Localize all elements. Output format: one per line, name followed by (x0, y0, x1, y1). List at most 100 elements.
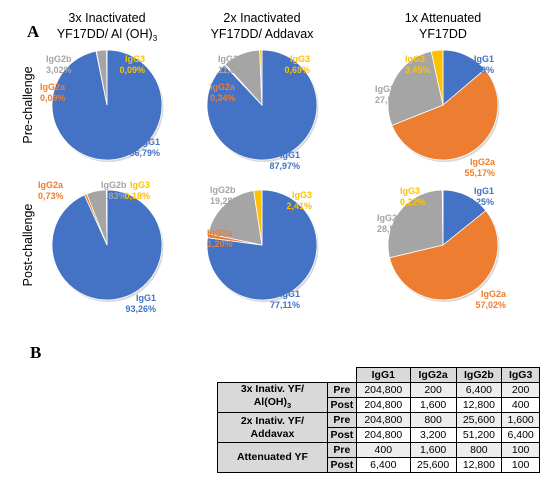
slice-category-label: IgG1 (136, 293, 156, 303)
slice-category-label: IgG2b (375, 84, 401, 94)
pie-slice-igg2b (387, 189, 444, 259)
row-label: Post-challenge (21, 204, 35, 287)
table-cell: 400 (501, 397, 540, 414)
slice-category-label: IgG1 (280, 150, 300, 160)
slice-value-label: 0,34% (210, 93, 236, 103)
pie-chart (387, 189, 500, 302)
slice-category-label: IgG2b (101, 180, 127, 190)
table-cell: 1,600 (409, 397, 457, 414)
slice-category-label: IgG1 (474, 54, 494, 64)
slice-value-label: 96,79% (129, 148, 160, 158)
slice-value-label: 19,28% (210, 196, 241, 206)
pie-slice-igg2a (389, 210, 499, 301)
slice-value-label: 0,73% (38, 191, 64, 201)
column-subtitle: YF17DD (419, 27, 467, 41)
slice-value-label: 3,02% (46, 65, 72, 75)
column-subtitle: YF17DD/ Al (OH)3 (57, 27, 158, 43)
slice-category-label: IgG3 (290, 54, 310, 64)
slice-value-label: 0,22% (400, 197, 426, 207)
table-phase: Pre (326, 442, 357, 459)
table-header-igg2a: IgG2a (409, 367, 457, 383)
table-cell: 12,800 (455, 457, 503, 474)
table-cell: 6,400 (355, 457, 411, 474)
slice-category-label: IgG2b (218, 54, 244, 64)
slice-category-label: IgG2a (40, 82, 66, 92)
slice-value-label: 2,41% (286, 201, 312, 211)
panel-a-label: A (27, 22, 40, 41)
pie-slice-igg2a (391, 68, 499, 161)
table-cell: 1,600 (501, 412, 540, 429)
table-header-igg2b: IgG2b (455, 367, 503, 383)
slice-value-label: 0,69% (284, 65, 310, 75)
table-group-label: 2x Inativ. YF/ Addavax (217, 412, 328, 444)
slice-category-label: IgG2a (470, 157, 496, 167)
slice-value-label: 11,00% (218, 65, 248, 75)
table-phase: Pre (326, 412, 357, 429)
group-name: Attenuated YF (236, 451, 308, 464)
slice-value-label: 13,79% (463, 65, 494, 75)
slice-category-label: IgG3 (292, 190, 312, 200)
table-cell: 800 (409, 412, 457, 429)
slice-category-label: IgG2a (481, 289, 507, 299)
slice-value-label: 14,25% (463, 197, 494, 207)
pie-chart (51, 49, 164, 162)
table-cell: 6,400 (455, 381, 503, 399)
slice-category-label: IgG2a (38, 180, 64, 190)
pie-slice-igg3 (105, 189, 108, 246)
table-row: Post 204,800 1,600 12,800 400 (218, 397, 540, 414)
slice-value-label: 93,26% (125, 304, 156, 314)
table-cell: 204,800 (355, 397, 411, 414)
slice-category-label: IgG2b (46, 54, 72, 64)
table-row: 2x Inativ. YF/ Addavax Pre 204,800 800 2… (217, 412, 540, 444)
slice-value-label: 55,17% (464, 168, 495, 178)
slice-category-label: IgG3 (130, 180, 150, 190)
table-corner (218, 368, 357, 383)
pie-slice-igg3 (430, 49, 444, 106)
column-subtitle: YF17DD/ Addavax (211, 27, 315, 41)
table-cell: 200 (409, 381, 457, 399)
column-title: 3x Inactivated (68, 11, 145, 25)
slice-value-label: 0,09% (119, 65, 145, 75)
slice-value-label: 3,45% (405, 65, 431, 75)
pie-slice-igg3 (441, 189, 444, 246)
pie-slice-igg1 (206, 189, 318, 301)
slice-value-label: 77,11% (270, 300, 300, 310)
slice-value-label: 27,59% (375, 95, 406, 105)
pie-slice-igg3 (259, 49, 263, 106)
table-cell: 204,800 (355, 427, 411, 444)
slice-category-label: IgG1 (280, 289, 300, 299)
table-group-label: Attenuated YF (217, 442, 328, 474)
table-cell: 25,600 (409, 457, 457, 474)
slice-category-label: IgG1 (474, 186, 494, 196)
table-row: Attenuated YF Pre 400 1,600 800 100 (217, 442, 540, 474)
slice-category-label: IgG2b (377, 213, 403, 223)
antibody-titer-table: IgG1 IgG2a IgG2b IgG3 3x Inativ. YF/ Al(… (217, 367, 540, 474)
table-cell: 800 (455, 442, 503, 459)
slice-category-label: IgG3 (405, 54, 425, 64)
pie-chart (206, 49, 319, 162)
table-header-row: IgG1 IgG2a IgG2b IgG3 (218, 367, 540, 383)
table-cell: 25,600 (455, 412, 503, 429)
table-cell: 200 (501, 381, 540, 399)
slice-value-label: 0,09% (40, 93, 66, 103)
table-cell: 6,400 (501, 427, 540, 444)
table-cell: 400 (355, 442, 411, 459)
slice-category-label: IgG2a (207, 228, 233, 238)
slice-value-label: 0,18% (124, 191, 150, 201)
pie-slice-igg3 (253, 189, 263, 246)
slice-value-label: 5,83% (101, 191, 127, 201)
column-title: 2x Inactivated (223, 11, 300, 25)
table-header-igg1: IgG1 (355, 367, 411, 383)
slice-value-label: 57,02% (475, 300, 506, 310)
slice-value-label: 87,97% (269, 161, 300, 171)
pie-slice-igg2b (387, 50, 444, 126)
table-cell: 204,800 (355, 412, 411, 429)
group-name: 2x Inativ. YF/ (240, 414, 305, 427)
group-name-line2: Al(OH) (253, 396, 287, 408)
table-phase: Post (326, 397, 357, 414)
row-label: Pre-challenge (21, 66, 35, 143)
slice-value-label: 28,51% (377, 224, 408, 234)
table-cell: 204,800 (355, 381, 411, 399)
slice-category-label: IgG1 (140, 137, 160, 147)
